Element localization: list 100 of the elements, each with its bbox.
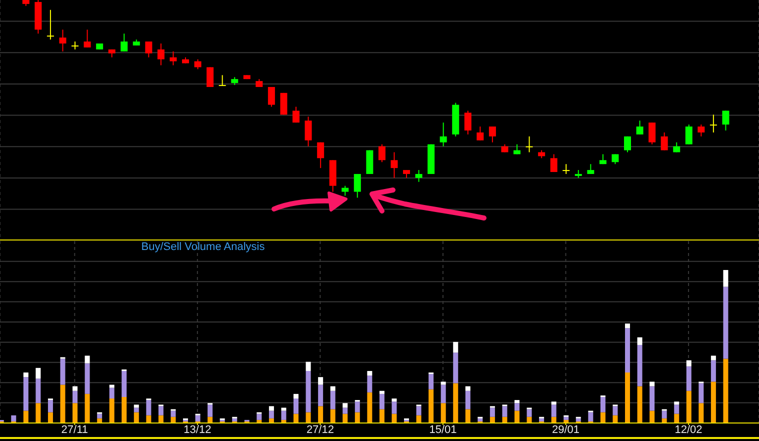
bar	[588, 412, 594, 422]
bar	[208, 416, 213, 423]
bar	[465, 390, 470, 410]
candlestick	[562, 164, 570, 174]
bar	[48, 412, 53, 423]
bar	[465, 386, 470, 391]
bar	[478, 418, 483, 422]
bar	[354, 412, 360, 423]
bar	[637, 337, 642, 345]
bar	[208, 404, 213, 417]
bar	[306, 370, 311, 412]
candlestick	[157, 42, 164, 66]
bar	[453, 342, 458, 353]
bar	[564, 416, 569, 420]
candlestick	[354, 173, 361, 198]
bar	[612, 415, 618, 423]
bar	[650, 382, 655, 386]
candlestick	[550, 154, 558, 172]
candlestick	[587, 164, 594, 174]
bar	[392, 398, 397, 402]
bar	[109, 384, 114, 388]
bar	[551, 416, 556, 423]
bar	[600, 396, 606, 412]
bar	[416, 406, 422, 416]
bar	[490, 416, 495, 423]
bar	[379, 409, 384, 423]
bar	[674, 404, 680, 414]
candlestick	[488, 126, 496, 143]
bar	[342, 414, 348, 423]
bar	[109, 398, 114, 423]
bar	[36, 403, 41, 423]
bar	[122, 370, 127, 397]
x-tick-label: 27/11	[61, 424, 88, 436]
bar	[526, 416, 532, 423]
bar	[330, 386, 336, 391]
bar	[514, 400, 520, 404]
bar	[576, 418, 581, 422]
candlestick	[84, 29, 91, 48]
candlestick	[722, 110, 730, 131]
candlestick	[612, 154, 619, 165]
bar	[526, 409, 532, 417]
bar	[379, 394, 384, 410]
bar	[392, 414, 397, 423]
bar	[330, 390, 336, 410]
bar	[281, 410, 286, 420]
bar	[367, 392, 372, 423]
bar	[650, 386, 655, 411]
bar	[23, 410, 28, 423]
bar	[330, 409, 336, 423]
bar	[36, 368, 41, 379]
bar	[637, 344, 642, 386]
bar	[318, 384, 324, 406]
candlestick	[145, 41, 152, 58]
bar	[710, 382, 716, 423]
bar	[306, 362, 311, 371]
x-tick-label: 29/01	[552, 424, 580, 436]
bar	[48, 400, 53, 412]
bar	[490, 408, 495, 417]
bar	[625, 328, 630, 373]
bar	[84, 363, 90, 394]
bar	[440, 403, 446, 423]
bar	[281, 408, 286, 411]
bar	[306, 412, 311, 423]
candlestick	[660, 132, 668, 151]
bar	[23, 372, 28, 378]
candlestick	[342, 185, 349, 196]
bar	[158, 406, 164, 416]
bar	[36, 378, 41, 404]
bar	[354, 402, 360, 412]
bar	[84, 394, 90, 423]
bar	[686, 390, 692, 423]
candlestick	[206, 66, 214, 88]
bar	[367, 370, 372, 376]
bar	[698, 403, 704, 423]
bar	[662, 410, 667, 418]
candlestick	[526, 136, 533, 153]
candlestick	[292, 106, 300, 124]
candlestick	[59, 29, 66, 52]
bar	[122, 396, 127, 423]
candlestick	[218, 74, 226, 86]
candlestick	[648, 122, 656, 145]
candlestick	[476, 126, 484, 141]
bar	[170, 416, 176, 423]
candlestick	[710, 114, 717, 133]
bar	[723, 358, 728, 423]
x-tick-label: 27/12	[306, 424, 334, 436]
bar	[502, 406, 508, 417]
x-tick-label: 13/12	[184, 424, 212, 436]
candlestick	[194, 58, 202, 70]
candlestick	[317, 142, 324, 169]
bar	[710, 360, 716, 382]
candlestick	[390, 152, 398, 178]
bar	[72, 403, 78, 423]
bar	[453, 352, 458, 384]
candlestick	[46, 9, 54, 40]
bar	[674, 402, 680, 405]
bar	[428, 374, 434, 390]
bar	[342, 408, 348, 414]
candlestick	[698, 124, 705, 137]
bar	[698, 383, 704, 404]
